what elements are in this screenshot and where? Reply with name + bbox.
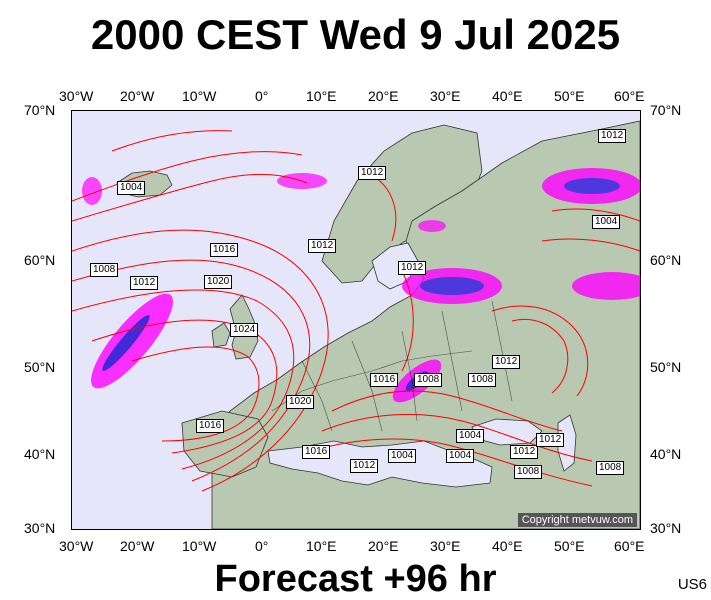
y-tick: 40°N	[24, 446, 56, 462]
isobar-label: 1008	[414, 373, 443, 387]
isobar-label: 1016	[370, 373, 399, 387]
isobar-label: 1020	[286, 395, 315, 409]
y-tick: 60°N	[24, 252, 56, 268]
x-tick: 0°	[255, 88, 269, 104]
borders	[271, 300, 513, 432]
x-tick: 10°E	[306, 88, 337, 104]
isobar-label: 1016	[196, 419, 225, 433]
isobar-label: 1004	[388, 449, 417, 463]
x-tick: 30°W	[59, 88, 94, 104]
x-tick: 60°E	[614, 538, 645, 554]
isobar-label: 1004	[456, 429, 485, 443]
isobar-label: 1016	[210, 243, 239, 257]
model-code: US6	[677, 576, 707, 593]
copyright-label: Copyright metvuw.com	[517, 513, 637, 527]
x-tick: 20°W	[120, 538, 155, 554]
y-tick: 70°N	[650, 102, 682, 118]
isobar-label: 1004	[117, 181, 146, 195]
isobar-label: 1024	[230, 323, 259, 337]
x-tick: 50°E	[554, 538, 585, 554]
forecast-map: 1004 1008 1012 1016 1020 1024 1012 1012 …	[71, 110, 641, 530]
x-tick: 40°E	[492, 538, 523, 554]
x-tick: 20°E	[368, 538, 399, 554]
x-tick: 20°W	[120, 88, 155, 104]
isobar-label: 1008	[468, 373, 497, 387]
isobar-label: 1012	[358, 166, 387, 180]
x-tick: 60°E	[614, 88, 645, 104]
x-tick: 40°E	[492, 88, 523, 104]
y-tick: 30°N	[650, 520, 682, 536]
isobar-label: 1012	[598, 129, 627, 143]
isobar-label: 1012	[492, 355, 521, 369]
x-tick: 30°W	[59, 538, 94, 554]
isobar-label: 1008	[596, 461, 625, 475]
isobars	[72, 130, 640, 492]
isobar-label: 1012	[130, 276, 159, 290]
x-tick: 30°E	[430, 88, 461, 104]
forecast-label: Forecast +96 hr	[214, 558, 497, 600]
isobar-label: 1012	[350, 459, 379, 473]
map-title: 2000 CEST Wed 9 Jul 2025	[90, 11, 621, 58]
y-tick: 40°N	[650, 446, 682, 462]
y-tick: 60°N	[650, 252, 682, 268]
isobar-label: 1016	[302, 445, 331, 459]
isobar-label: 1004	[592, 215, 621, 229]
x-tick: 10°W	[182, 88, 217, 104]
y-tick: 50°N	[650, 359, 682, 375]
y-tick: 30°N	[24, 520, 56, 536]
isobar-label: 1012	[536, 433, 565, 447]
isobar-label: 1008	[90, 263, 119, 277]
x-tick: 50°E	[554, 88, 585, 104]
isobar-label: 1012	[308, 239, 337, 253]
isobar-label: 1008	[514, 465, 543, 479]
map-graphics	[72, 120, 640, 529]
x-tick: 10°E	[306, 538, 337, 554]
x-tick: 0°	[255, 538, 269, 554]
x-tick: 10°W	[182, 538, 217, 554]
isobar-label: 1004	[446, 449, 475, 463]
y-tick: 50°N	[24, 359, 56, 375]
x-tick: 20°E	[368, 88, 399, 104]
isobar-label: 1020	[204, 275, 233, 289]
y-tick: 70°N	[24, 102, 56, 118]
x-tick: 30°E	[430, 538, 461, 554]
isobar-label: 1012	[398, 261, 427, 275]
isobar-label: 1012	[510, 445, 539, 459]
